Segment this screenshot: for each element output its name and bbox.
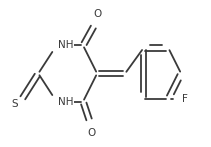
Text: O: O (93, 9, 101, 19)
Text: NH: NH (58, 96, 73, 107)
Text: S: S (11, 99, 18, 109)
Text: NH: NH (58, 40, 73, 51)
Text: O: O (87, 128, 96, 138)
Text: F: F (182, 94, 188, 104)
